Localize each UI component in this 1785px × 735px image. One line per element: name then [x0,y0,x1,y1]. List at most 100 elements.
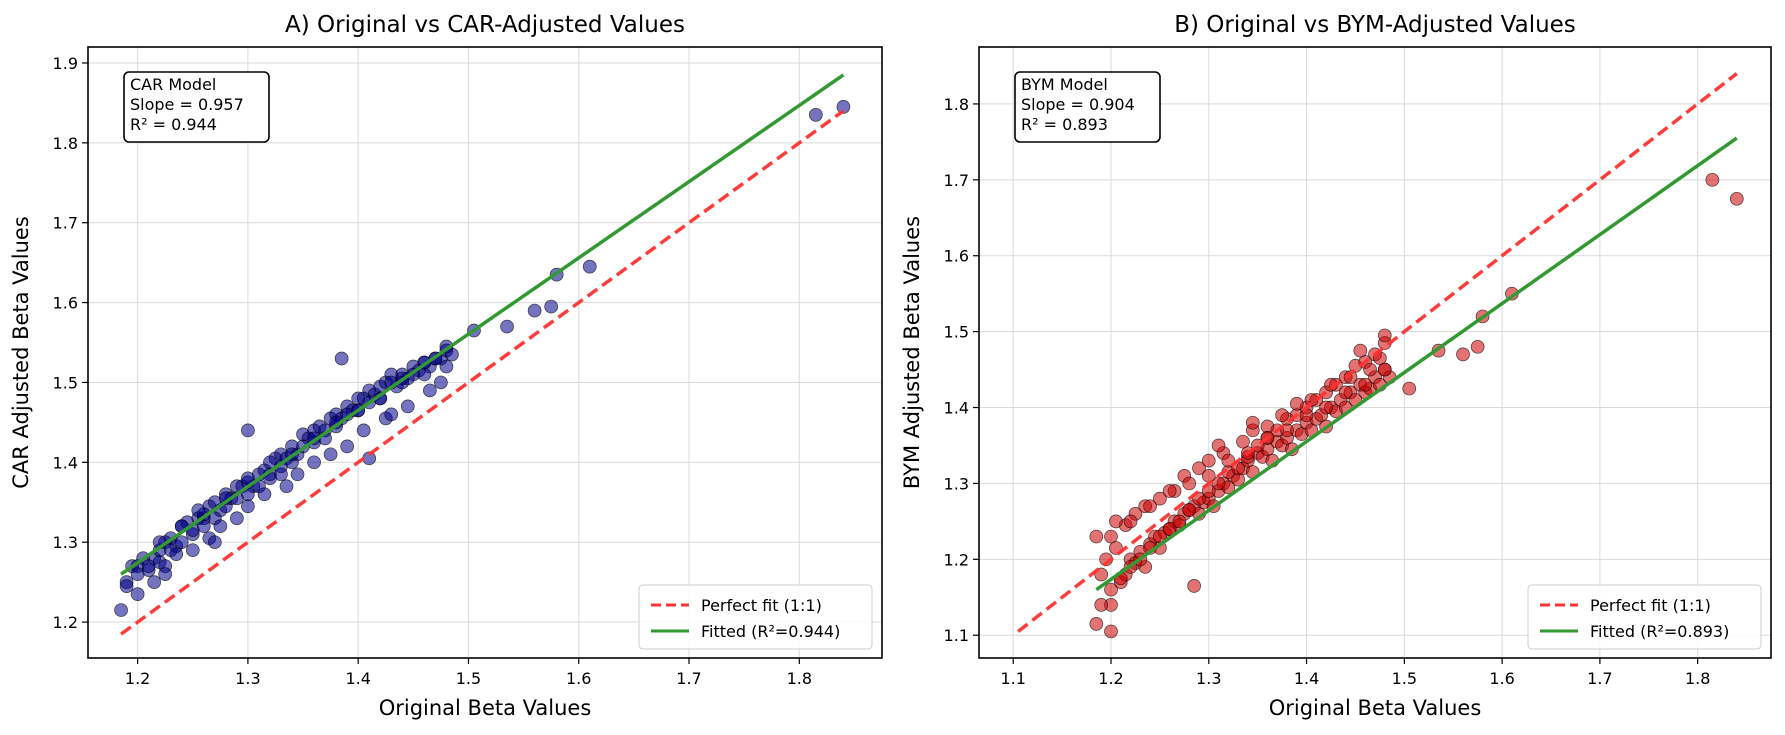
panel-a-annotation-box [123,71,270,143]
data-point [1182,503,1197,517]
perfect-fit-line [1017,72,1738,633]
data-point [417,367,432,382]
fitted-line [120,73,845,576]
panel-a-grid [88,47,882,658]
y-tick-label: 1.3 [53,533,78,552]
data-point [213,519,228,534]
data-point [1172,514,1187,529]
data-point [1470,339,1485,354]
data-point [158,567,173,581]
data-point [241,423,255,438]
data-point [340,439,355,454]
data-point [1338,385,1353,400]
y-tick-label: 1.2 [53,613,78,632]
data-point [274,467,288,482]
x-tick-label: 1.3 [1196,669,1221,688]
panel-a-annotation-line-3: R² = 0.944 [130,115,217,134]
data-point [400,399,415,414]
x-tick-label: 1.6 [1489,669,1514,688]
data-point [808,108,823,122]
data-point [334,351,349,366]
data-point [119,579,134,593]
data-point [114,603,128,617]
y-tick-label: 1.8 [53,134,78,153]
data-point [1182,476,1197,491]
panel-b-annotation-line-1: BYM Model [1021,75,1108,94]
panel-a-xticks: 1.2 1.3 1.4 1.5 1.6 1.7 1.8 [125,658,812,688]
panel-a-xlabel: Original Beta Values [379,696,592,720]
data-point [1319,400,1333,415]
panel-a-ylabel: CAR Adjusted Beta Values [9,216,33,489]
data-point [279,479,294,494]
x-tick-label: 1.2 [1098,669,1123,688]
panel-b-yticks: 1.1 1.2 1.3 1.4 1.5 1.6 1.7 1.8 [944,95,979,645]
data-point [1109,514,1123,529]
data-point [1236,434,1250,449]
data-point [1162,522,1177,536]
data-point [1211,438,1226,453]
data-point [169,547,184,562]
data-point [1402,381,1417,396]
x-tick-label: 1.1 [1000,669,1025,688]
panel-a-annotation-line-2: Slope = 0.957 [130,95,244,114]
x-tick-label: 1.4 [1294,669,1319,688]
data-point [544,299,559,314]
panel-b-ylabel: BYM Adjusted Beta Values [900,216,924,489]
data-point [230,511,244,526]
data-point [439,359,454,374]
x-tick-label: 1.3 [235,669,260,688]
y-tick-label: 1.3 [944,474,969,493]
y-tick-label: 1.6 [53,294,78,313]
data-point [1143,499,1157,514]
fitted-line [1095,136,1738,592]
data-point [423,383,437,398]
panel-b-xlabel: Original Beta Values [1269,696,1482,720]
data-point [582,259,597,274]
data-point [307,455,321,470]
data-point [356,423,371,438]
y-tick-label: 1.5 [944,323,969,342]
panel-b-legend-box [1527,584,1762,650]
data-point [1104,624,1118,639]
data-point [257,487,272,502]
y-tick-label: 1.1 [944,626,969,645]
y-tick-label: 1.4 [53,453,78,472]
panel-b-xticks: 1.1 1.2 1.3 1.4 1.5 1.6 1.7 1.8 [1000,658,1710,688]
y-tick-label: 1.6 [944,247,969,266]
x-tick-label: 1.5 [1392,669,1417,688]
data-point [191,503,206,518]
panel-b-annotation-box [1014,71,1161,143]
panel-b-frame [978,46,1772,659]
data-point [527,303,542,318]
data-point [263,455,277,470]
data-point [1299,408,1314,422]
data-point [1192,461,1206,476]
panel-a-frame [87,46,883,659]
panel-a-annotation-line-1: CAR Model [130,75,216,94]
data-point [1162,484,1177,498]
panel-b-annotation: BYM Model Slope = 0.904 R² = 0.893 [1014,71,1161,143]
data-point [130,567,145,581]
panel-b-legend-ref-label: Perfect fit (1:1) [1590,596,1711,615]
panel-a-legend-ref-label: Perfect fit (1:1) [701,596,822,615]
data-point [1729,191,1744,206]
data-point [1123,514,1138,529]
data-point [1094,598,1109,612]
panel-b-legend-fit-label: Fitted (R²=0.893) [1590,622,1729,641]
data-point [434,375,448,390]
data-point [1187,579,1201,593]
y-tick-label: 1.5 [53,373,78,392]
data-point [1104,529,1118,544]
perfect-fit-line [120,109,845,636]
panel-b-annotation-line-2: Slope = 0.904 [1021,95,1135,114]
data-point [1089,529,1104,544]
y-tick-label: 1.8 [944,95,969,114]
data-point [185,543,200,558]
panel-a-legend: Perfect fit (1:1) Fitted (R²=0.944) [638,584,873,650]
panel-b: 1.1 1.2 1.3 1.4 1.5 1.6 1.7 1.8 1.1 1.2 1.3 1.4 1.5… [900,12,1772,720]
data-point [1245,415,1260,430]
x-tick-label: 1.8 [787,669,812,688]
data-point [1201,453,1216,468]
x-tick-label: 1.7 [1587,669,1612,688]
